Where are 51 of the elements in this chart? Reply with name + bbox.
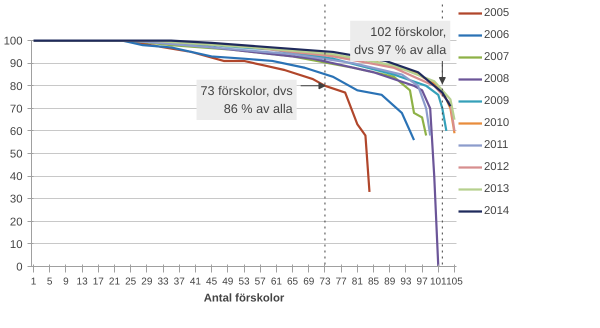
x-tick-label: 45 [206,276,218,288]
x-tick-label: 49 [222,276,234,288]
x-axis-title: Antal förskolor [204,292,285,304]
annotation: 73 förskolor, dvs 86 % av alla [200,84,294,116]
y-tick-label: 0 [16,262,23,274]
legend-label: 2014 [484,204,510,218]
legend-label: 2012 [484,160,510,174]
legend-label: 2005 [484,6,510,20]
x-tick-label: 37 [174,276,186,288]
y-tick-label: 10 [10,238,23,251]
x-tick-label: 105 [446,276,464,288]
y-tick-label: 80 [10,80,23,93]
legend-label: 2006 [484,28,510,42]
x-tick-label: 29 [141,276,153,288]
x-tick-label: 77 [336,276,348,288]
x-tick-label: 33 [157,276,170,288]
y-tick-label: 50 [10,148,23,161]
x-tick-label: 101 [430,276,448,288]
x-tick-label: 81 [352,276,364,288]
y-tick-label: 20 [10,216,23,228]
x-tick-label: 97 [416,276,428,288]
x-tick-label: 9 [63,276,70,288]
x-tick-label: 65 [287,276,299,288]
annotation: 102 förskolor, dvs 97 % av alla [354,24,448,57]
x-tick-label: 5 [46,276,53,288]
x-tick-label: 73 [319,276,331,288]
legend-label: 2011 [484,138,508,152]
legend-label: 2007 [484,50,510,64]
y-tick-label: 100 [4,36,23,48]
x-tick-label: 85 [368,276,380,288]
x-tick-label: 21 [108,276,120,288]
x-tick-label: 13 [76,276,88,288]
legend-label: 2008 [484,72,510,86]
x-tick-label: 69 [303,276,315,288]
x-tick-label: 25 [125,276,137,288]
x-tick-label: 41 [190,276,202,288]
y-tick-label: 70 [10,103,23,116]
x-tick-label: 93 [400,276,412,288]
legend-label: 2009 [484,94,510,108]
y-tick-label: 60 [10,126,23,138]
legend-label: 2010 [484,116,510,130]
x-tick-label: 61 [270,276,282,288]
y-tick-label: 30 [10,194,23,206]
x-tick-label: 57 [254,276,266,288]
y-tick-label: 90 [10,58,23,70]
x-tick-label: 1 [30,276,37,288]
x-tick-label: 53 [238,276,250,288]
y-tick-label: 40 [10,171,23,184]
legend-label: 2013 [484,182,510,196]
x-tick-label: 89 [384,276,396,288]
x-tick-label: 17 [92,276,104,288]
